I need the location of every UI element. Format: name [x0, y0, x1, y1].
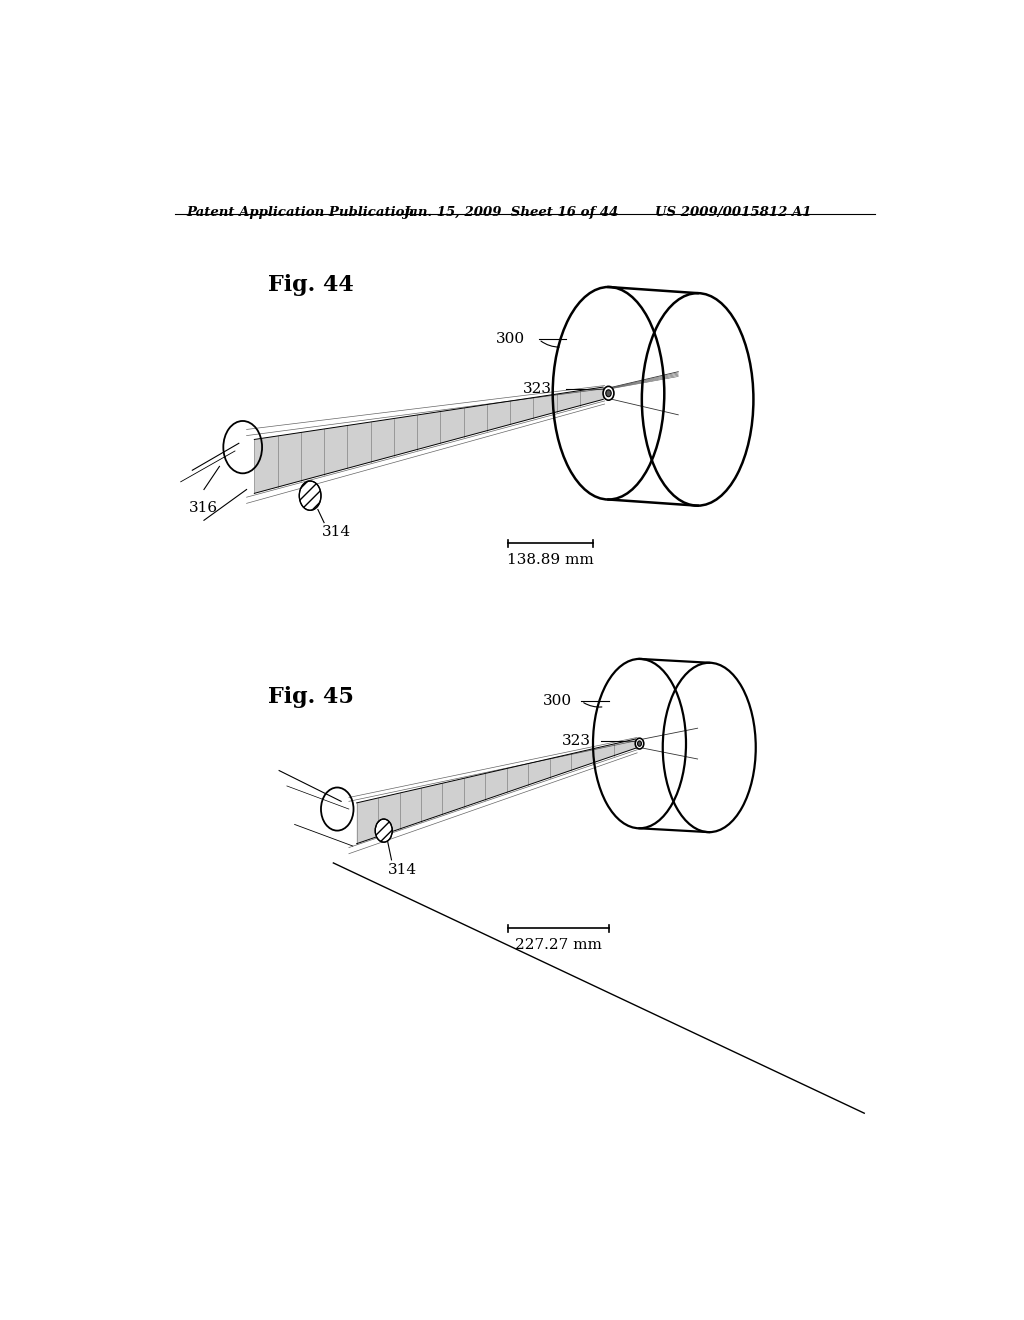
Polygon shape	[356, 739, 636, 843]
Text: 314: 314	[322, 525, 351, 539]
Ellipse shape	[638, 741, 641, 746]
Text: 138.89 mm: 138.89 mm	[507, 553, 594, 566]
Text: US 2009/0015812 A1: US 2009/0015812 A1	[655, 206, 811, 219]
Text: 314: 314	[388, 863, 417, 876]
Text: 227.27 mm: 227.27 mm	[515, 937, 601, 952]
Text: 323: 323	[523, 383, 552, 396]
Ellipse shape	[606, 389, 611, 397]
Polygon shape	[254, 387, 603, 494]
Ellipse shape	[603, 387, 614, 400]
Text: Jan. 15, 2009  Sheet 16 of 44: Jan. 15, 2009 Sheet 16 of 44	[403, 206, 618, 219]
Text: 323: 323	[562, 734, 591, 747]
Text: Patent Application Publication: Patent Application Publication	[186, 206, 415, 219]
Text: 300: 300	[543, 694, 571, 709]
Ellipse shape	[635, 738, 644, 748]
Text: Fig. 44: Fig. 44	[267, 275, 353, 296]
Text: Fig. 45: Fig. 45	[267, 686, 353, 708]
Ellipse shape	[375, 818, 392, 842]
Text: 300: 300	[496, 333, 525, 346]
Text: 316: 316	[188, 502, 217, 515]
Ellipse shape	[299, 480, 321, 511]
